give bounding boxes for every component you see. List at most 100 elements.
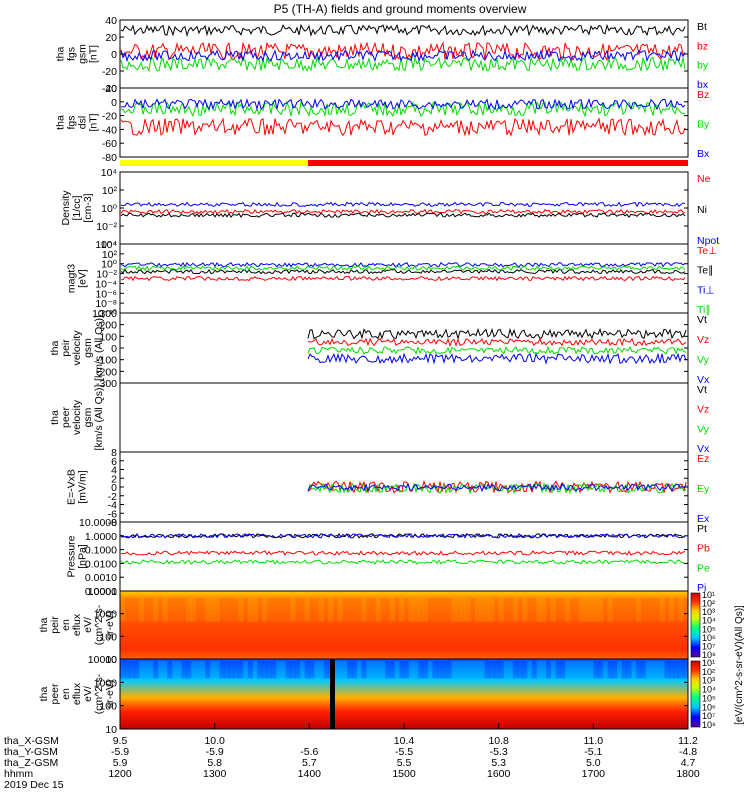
spectrogram-strip (148, 661, 154, 679)
spectrogram-strip (389, 661, 396, 679)
colorbar-tick: 10⁴ (702, 616, 716, 626)
xtick-ygsm: -5.6 (300, 746, 318, 758)
ytick-label: 100 (99, 701, 117, 713)
spectrogram-strip (351, 597, 358, 622)
ylabel-line: tha (49, 410, 61, 425)
ytick-label: -6 (108, 508, 117, 520)
trace-Vt (307, 327, 687, 341)
ytick-label: 0.0010 (85, 572, 117, 584)
trace-Ne (120, 208, 686, 215)
ylabel-line: sr-eV) (104, 611, 116, 640)
spectrogram-strip (238, 661, 244, 679)
ytick-label: 6 (111, 456, 117, 468)
spectrogram-strip (640, 661, 646, 679)
spectrogram-strip (276, 597, 282, 622)
xtick-xgsm: 10.8 (488, 735, 509, 747)
spectrogram-strip (280, 661, 287, 679)
ylabel-line: [km/s (All Qs)] (93, 384, 105, 450)
spectrogram-strip (195, 661, 201, 679)
ephem-row-label: tha_Z-GSM (4, 757, 58, 769)
spectrogram-strip (569, 597, 575, 622)
ylabel-line: tha (55, 115, 67, 130)
ylabel-line: [1/cc] (71, 195, 83, 220)
colorbar-tick: 10⁵ (702, 693, 716, 703)
legend-Pi: Pi (697, 582, 706, 594)
spectrogram-strip (588, 597, 594, 622)
ytick-label: 2 (111, 473, 117, 485)
spectrogram-strip (579, 597, 585, 622)
xtick-hhmm: 1400 (298, 768, 322, 780)
spectrogram-strip (432, 597, 438, 622)
xtick-ygsm: -5.1 (584, 746, 602, 758)
ylabel-line: fgs (66, 115, 78, 129)
spectrogram-strip (129, 597, 135, 622)
colorbar-tick: 10⁶ (702, 702, 716, 712)
spectrogram-strip (191, 661, 197, 679)
ytick-label: 20 (105, 32, 117, 44)
ylabel-line: gsm (77, 44, 89, 64)
trace-Vy (307, 345, 687, 355)
spectrogram-strip (612, 661, 618, 679)
spectrogram-strip (626, 597, 632, 622)
spectrogram-strip (517, 661, 523, 679)
trace-Ti⊥ (120, 261, 686, 268)
ephem-row-label: tha_X-GSM (4, 735, 59, 747)
ylabel-line: eV/ (82, 617, 94, 633)
spectrogram-strip (451, 661, 457, 679)
spectrogram-strip (427, 661, 433, 679)
spectrogram-strip (285, 661, 291, 679)
spectrogram-strip (422, 597, 429, 622)
xtick-zgsm: 5.5 (397, 757, 412, 769)
spectrogram-strip (645, 597, 651, 622)
spectrogram-strip (607, 661, 613, 679)
spectrogram-strip (503, 597, 509, 622)
spectrogram-strip (522, 661, 528, 679)
spectrogram-gap (330, 659, 335, 729)
xtick-hhmm: 1600 (487, 768, 511, 780)
spectrogram-strip (527, 597, 533, 622)
legend-Ni: Ni (697, 204, 707, 216)
ytick-label: -20 (102, 111, 117, 123)
panel-frame (119, 171, 689, 245)
spectrogram-strip (456, 597, 462, 622)
trace-Npot (120, 201, 686, 208)
spectrogram-strip (337, 661, 343, 679)
spectrogram-strip (167, 597, 173, 622)
ylabel-line: [cm-3] (82, 193, 94, 222)
ytick-label: 10⁴ (101, 167, 117, 179)
trace-Te⊥ (120, 275, 686, 282)
legend-Te∥: Te∥ (697, 265, 713, 277)
spectrogram-strip (522, 597, 528, 622)
ylabel-line: [nT] (88, 45, 100, 63)
xtick-hhmm: 1700 (582, 768, 606, 780)
trace-Bt (120, 23, 686, 37)
spectrogram-strip (304, 597, 310, 622)
colorbar-tick: 10⁸ (702, 720, 716, 730)
spectrogram-strip (318, 597, 325, 622)
ylabel-line: en (60, 619, 72, 631)
ytick-label: 10⁻⁸ (95, 298, 117, 310)
spectrogram-strip (148, 597, 154, 622)
spectrogram-strip (475, 597, 481, 622)
spectrogram-strip (479, 661, 485, 679)
spectrogram-strip (394, 597, 400, 622)
ytick-label: 1000 (94, 609, 118, 621)
spectrogram-strip (370, 661, 377, 679)
spectrogram-strip (172, 661, 178, 679)
ylabel-line: sr-eV) (104, 680, 116, 709)
spectrogram-strip (209, 661, 216, 679)
legend-Te⊥: Te⊥ (697, 245, 717, 257)
spectrogram-strip (470, 661, 476, 679)
ephem-row-label: hhmm (4, 768, 33, 780)
ytick-label: 0.0001 (85, 586, 117, 598)
spectrogram-strip (351, 661, 358, 679)
spectrogram-strip (200, 661, 206, 679)
colorbar-tick: 10⁵ (702, 624, 716, 634)
spectrogram-strip (574, 597, 580, 622)
ylabel-line: magt3 (66, 264, 78, 293)
spectrogram-strip (669, 597, 675, 622)
ytick-label: 10.0000 (79, 517, 117, 529)
spectrogram-strip (664, 661, 670, 679)
spectrogram-strip (441, 597, 448, 622)
